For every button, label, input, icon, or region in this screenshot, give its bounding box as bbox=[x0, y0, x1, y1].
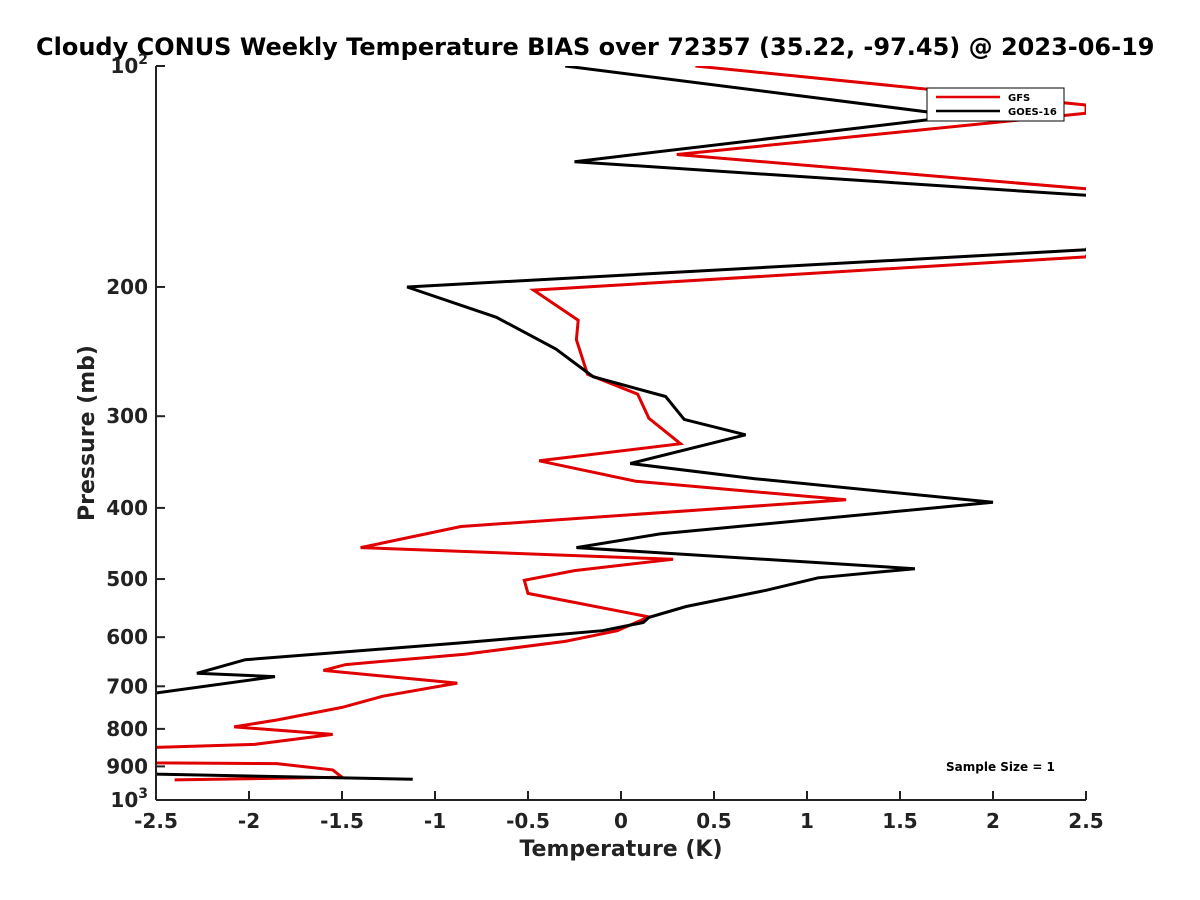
series-line-goes16 bbox=[156, 66, 1086, 781]
x-tick-label: -2 bbox=[238, 809, 260, 833]
y-axis-label: Pressure (mb) bbox=[75, 345, 100, 521]
x-tick-label: 2.5 bbox=[1068, 809, 1103, 833]
y-tick-label: 400 bbox=[106, 496, 148, 520]
y-tick-label: 102 bbox=[110, 52, 148, 78]
x-ticks: -2.5 -2 -1.5 -1 -0.5 0 0.5 1 1.5 2 2.5 bbox=[134, 791, 1104, 833]
y-tick-label: 200 bbox=[106, 275, 148, 299]
series-layer bbox=[156, 66, 1086, 782]
y-tick-label: 600 bbox=[106, 625, 148, 649]
legend-label-gfs: GFS bbox=[1008, 93, 1030, 104]
chart-title: Cloudy CONUS Weekly Temperature BIAS ove… bbox=[36, 33, 1154, 61]
legend-box bbox=[926, 87, 1065, 122]
x-tick-label: 0 bbox=[614, 809, 628, 833]
x-tick-label: -2.5 bbox=[134, 809, 178, 833]
y-tick-label: 103 bbox=[110, 786, 148, 812]
x-tick-label: 1 bbox=[800, 809, 814, 833]
x-tick-label: 0.5 bbox=[696, 809, 731, 833]
x-axis-label: Temperature (K) bbox=[519, 837, 722, 862]
x-tick-label: -1.5 bbox=[320, 809, 364, 833]
x-tick-label: -1 bbox=[424, 809, 446, 833]
x-tick-label: 2 bbox=[986, 809, 1000, 833]
x-tick-label: 1.5 bbox=[882, 809, 917, 833]
y-tick-label: 500 bbox=[106, 567, 148, 591]
y-ticks: 102 200 300 400 500 600 700 800 900 103 bbox=[106, 52, 165, 812]
series-line-gfs bbox=[156, 66, 1086, 782]
y-tick-label: 700 bbox=[106, 674, 148, 698]
y-tick-label: 300 bbox=[106, 404, 148, 428]
legend: GFS GOES-16 bbox=[926, 87, 1065, 122]
y-tick-label: 900 bbox=[106, 754, 148, 778]
legend-label-goes16: GOES-16 bbox=[1008, 107, 1057, 118]
sample-size-annotation: Sample Size = 1 bbox=[946, 760, 1055, 774]
y-tick-label: 800 bbox=[106, 717, 148, 741]
x-tick-label: -0.5 bbox=[506, 809, 550, 833]
